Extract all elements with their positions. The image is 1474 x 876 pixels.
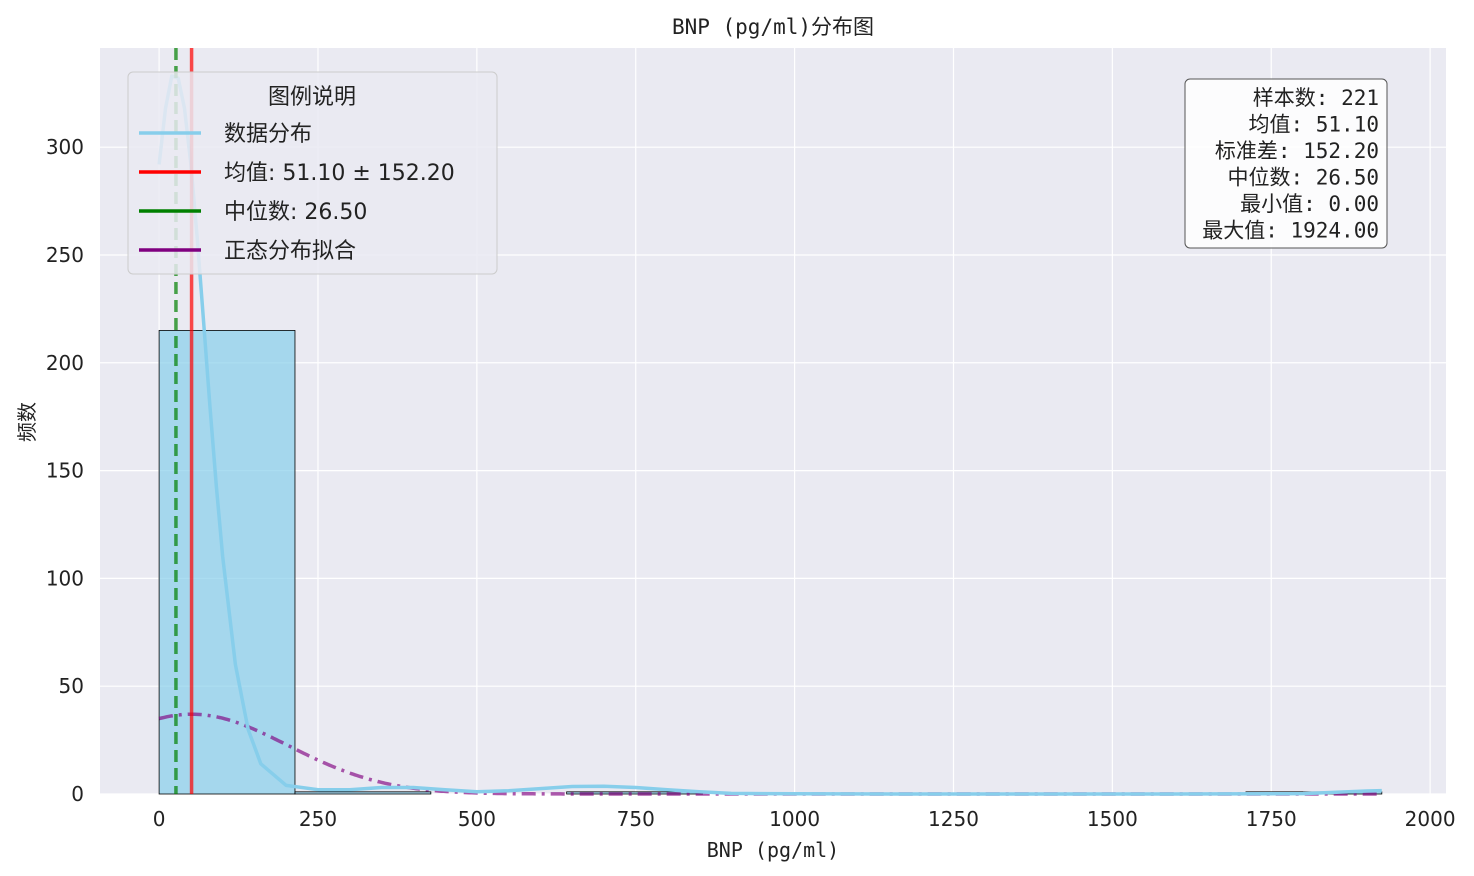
chart-title: BNP (pg/ml)分布图 xyxy=(672,15,874,39)
stats-line: 标准差: 152.20 xyxy=(1215,139,1379,163)
x-tick-label: 750 xyxy=(617,807,655,831)
legend-box xyxy=(127,71,498,275)
x-tick-label: 250 xyxy=(299,807,337,831)
y-tick-label: 100 xyxy=(46,566,84,590)
x-axis-label: BNP (pg/ml) xyxy=(707,838,839,862)
stats-line: 最大值: 1924.00 xyxy=(1202,219,1379,243)
stats-box-frame xyxy=(1184,78,1388,249)
normal-fit-curve xyxy=(158,712,1382,796)
x-tick-label: 2000 xyxy=(1405,807,1456,831)
x-tick-label: 1750 xyxy=(1246,807,1297,831)
y-axis-ticks: 0 50 100 150 200 250 300 xyxy=(46,135,84,806)
legend-title: 图例说明 xyxy=(268,85,356,110)
histogram-bar xyxy=(158,330,296,795)
x-tick-label: 1500 xyxy=(1087,807,1138,831)
stats-line: 最小值: 0.00 xyxy=(1240,192,1379,216)
legend-label: 中位数: 26.50 xyxy=(224,200,367,225)
y-tick-label: 50 xyxy=(59,674,84,698)
x-axis-ticks: 0 250 500 750 1000 1250 1500 1750 2000 xyxy=(153,807,1456,831)
histogram-bar xyxy=(294,791,432,795)
y-tick-label: 150 xyxy=(46,459,84,483)
y-tick-label: 0 xyxy=(71,782,84,806)
x-tick-label: 1000 xyxy=(769,807,820,831)
y-tick-label: 200 xyxy=(46,351,84,375)
x-tick-label: 0 xyxy=(153,807,166,831)
stats-line: 均值: 51.10 xyxy=(1248,113,1379,137)
x-tick-label: 1250 xyxy=(928,807,979,831)
legend-label: 数据分布 xyxy=(224,122,312,147)
legend-label: 正态分布拟合 xyxy=(224,239,356,264)
stats-line: 中位数: 26.50 xyxy=(1227,166,1379,190)
legend-label: 均值: 51.10 ± 152.20 xyxy=(224,161,455,186)
x-tick-label: 500 xyxy=(458,807,496,831)
histogram-bars xyxy=(158,330,1383,795)
stats-line: 样本数: 221 xyxy=(1253,86,1379,110)
y-axis-label: 频数 xyxy=(15,402,39,442)
y-tick-label: 250 xyxy=(46,243,84,267)
y-tick-label: 300 xyxy=(46,135,84,159)
